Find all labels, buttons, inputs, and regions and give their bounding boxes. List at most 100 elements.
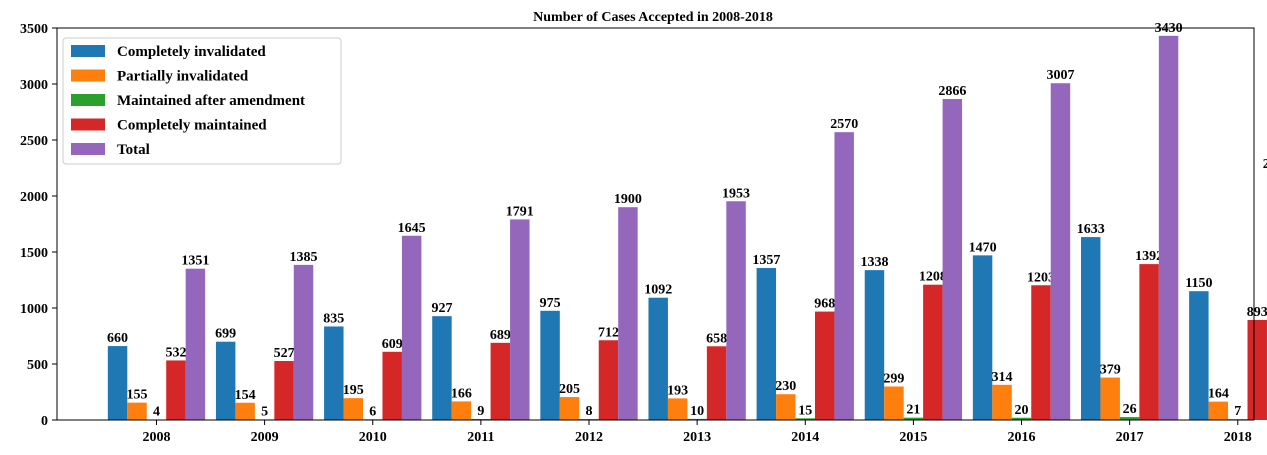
- data-label: 195: [343, 383, 364, 398]
- axes-frame: [56, 27, 1255, 421]
- data-label: 1150: [1185, 276, 1212, 291]
- data-label: 21: [906, 403, 920, 418]
- x-tick-label: 2014: [791, 430, 819, 445]
- data-label: 532: [165, 345, 186, 360]
- data-label: 975: [540, 296, 561, 311]
- bar: [667, 398, 688, 420]
- data-label: 2214: [1263, 157, 1267, 172]
- data-label: 968: [814, 297, 835, 312]
- data-label: 230: [775, 379, 796, 394]
- bar: [510, 219, 530, 420]
- legend-box: [62, 37, 342, 165]
- bar: [293, 264, 314, 420]
- data-label: 3007: [1046, 68, 1074, 83]
- bar: [471, 418, 491, 420]
- legend-swatch: [71, 94, 105, 106]
- bar: [324, 326, 344, 420]
- bar: [274, 360, 294, 420]
- data-label: 15: [798, 403, 812, 418]
- data-label: 193: [667, 383, 688, 398]
- data-label: 6: [369, 404, 376, 419]
- y-tick-label: 1000: [20, 302, 48, 317]
- bar: [215, 341, 236, 420]
- bar: [776, 394, 796, 420]
- legend-swatch: [71, 45, 105, 57]
- data-label: 26: [1123, 402, 1137, 417]
- data-label: 2570: [830, 117, 858, 132]
- data-label: 20: [1015, 403, 1029, 418]
- data-label: 660: [107, 331, 128, 346]
- legend-label: Partially invalidated: [117, 69, 249, 85]
- data-label: 699: [215, 327, 236, 342]
- bar: [923, 284, 943, 420]
- legend-label: Total: [117, 142, 150, 158]
- data-label: 893: [1247, 305, 1267, 320]
- data-label: 1092: [644, 283, 672, 298]
- bar: [726, 201, 746, 420]
- bar: [1247, 319, 1267, 420]
- bar: [1080, 237, 1101, 420]
- data-label: 1385: [290, 250, 318, 265]
- x-tick-label: 2017: [1116, 430, 1144, 445]
- x-tick-label: 2012: [575, 430, 603, 445]
- data-label: 314: [992, 370, 1013, 385]
- bar: [490, 342, 511, 420]
- legend-swatch: [71, 118, 105, 131]
- bar: [1158, 35, 1179, 421]
- y-tick-label: 1500: [20, 246, 48, 261]
- data-label: 1633: [1077, 222, 1105, 237]
- bar: [1031, 285, 1051, 420]
- bar: [1050, 83, 1071, 420]
- data-label: 10: [690, 404, 704, 419]
- bar: [1100, 377, 1120, 420]
- data-label: 1470: [969, 240, 997, 255]
- data-label: 1357: [752, 253, 780, 268]
- data-label: 154: [235, 388, 256, 403]
- bar: [814, 311, 835, 420]
- bar: [1011, 417, 1032, 420]
- y-tick-label: 0: [41, 414, 48, 429]
- bar: [166, 360, 186, 420]
- data-label: 1338: [860, 255, 888, 270]
- bar: [185, 268, 206, 420]
- data-label: 527: [274, 346, 295, 361]
- data-label: 689: [490, 328, 511, 343]
- bar: [559, 397, 580, 420]
- data-label: 712: [598, 325, 619, 340]
- x-tick-label: 2009: [251, 430, 279, 445]
- bar: [706, 346, 727, 420]
- y-tick-label: 2500: [20, 134, 48, 149]
- data-label: 1392: [1135, 249, 1163, 264]
- data-label: 4: [153, 405, 160, 420]
- data-label: 299: [883, 372, 904, 387]
- bar: [648, 297, 668, 420]
- legend-label: Completely maintained: [117, 118, 267, 134]
- x-tick-label: 2013: [683, 430, 711, 445]
- data-label: 164: [1208, 387, 1229, 402]
- bar: [343, 398, 363, 420]
- x-tick-label: 2010: [359, 430, 387, 445]
- data-label: 1900: [614, 192, 642, 207]
- data-label: 927: [431, 301, 452, 316]
- bar: [598, 340, 619, 420]
- bar: [687, 418, 707, 420]
- bar: [451, 401, 472, 420]
- data-label: 658: [706, 331, 727, 346]
- bar: [834, 132, 854, 420]
- data-label: 205: [559, 382, 580, 397]
- bar: [795, 418, 815, 420]
- legend-swatch: [71, 143, 105, 155]
- bar: [884, 386, 904, 420]
- bar: [235, 402, 255, 420]
- legend-label: Completely invalidated: [117, 44, 266, 60]
- bar: [972, 255, 993, 420]
- legend-label: Maintained after amendment: [117, 93, 305, 109]
- data-label: 1953: [722, 186, 750, 201]
- y-tick-label: 500: [27, 358, 48, 373]
- bar: [382, 351, 402, 420]
- x-tick-label: 2008: [142, 430, 170, 445]
- legend-swatch: [71, 69, 105, 82]
- data-label: 166: [451, 386, 472, 401]
